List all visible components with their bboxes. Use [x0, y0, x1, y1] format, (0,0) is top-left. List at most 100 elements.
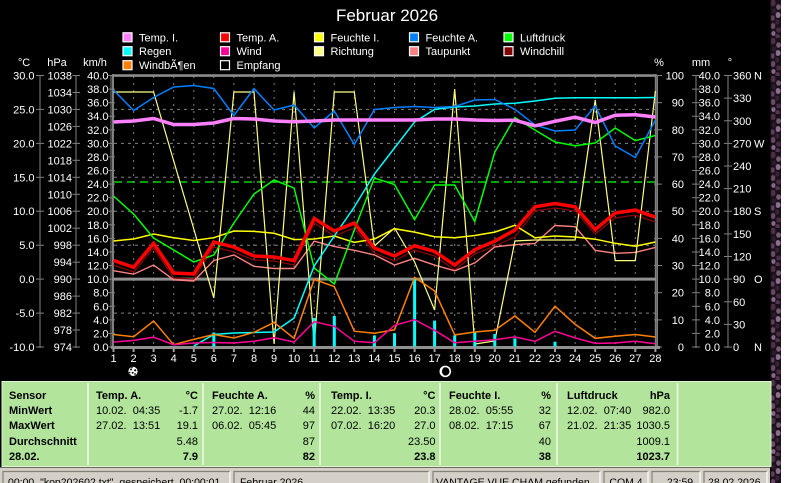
svg-text:28.02.2026: 28.02.2026: [708, 477, 761, 483]
svg-text:0.0: 0.0: [705, 342, 720, 354]
svg-text:28.0: 28.0: [87, 152, 108, 164]
svg-text:6.0: 6.0: [705, 301, 720, 313]
svg-text:-1.7: -1.7: [179, 405, 198, 417]
svg-text:150: 150: [733, 229, 751, 241]
svg-text:14.0: 14.0: [87, 247, 108, 259]
svg-text:23.50: 23.50: [408, 436, 436, 448]
svg-text:87: 87: [303, 436, 315, 448]
svg-text:30: 30: [733, 319, 745, 331]
svg-text:1023.7: 1023.7: [636, 451, 670, 463]
svg-text:67: 67: [539, 420, 551, 432]
svg-text:30.0: 30.0: [13, 71, 34, 83]
svg-text:19: 19: [469, 353, 481, 365]
svg-text:20.0: 20.0: [699, 206, 720, 218]
svg-text:%: %: [654, 57, 664, 69]
svg-text:Temp. A.: Temp. A.: [96, 390, 141, 402]
svg-text:Februar 2026: Februar 2026: [240, 477, 303, 483]
svg-text:80: 80: [672, 125, 684, 137]
svg-text:8: 8: [251, 353, 257, 365]
svg-text:mm: mm: [692, 57, 710, 69]
svg-text:20.3: 20.3: [414, 405, 435, 417]
svg-text:994: 994: [54, 257, 72, 269]
svg-text:7.9: 7.9: [183, 451, 198, 463]
svg-text:18: 18: [449, 353, 461, 365]
svg-text:16: 16: [408, 353, 420, 365]
svg-text:32.0: 32.0: [699, 125, 720, 137]
svg-text:50: 50: [672, 206, 684, 218]
svg-text:26.0: 26.0: [699, 166, 720, 178]
svg-text:Feuchte A.: Feuchte A.: [212, 390, 268, 402]
svg-text:22.0: 22.0: [699, 193, 720, 205]
svg-text:2.0: 2.0: [93, 328, 108, 340]
svg-text:12.0: 12.0: [699, 261, 720, 273]
svg-text:12: 12: [328, 353, 340, 365]
svg-text:36.0: 36.0: [699, 98, 720, 110]
svg-text:14: 14: [368, 353, 380, 365]
svg-text:10.0: 10.0: [13, 206, 34, 218]
svg-text:25.0: 25.0: [13, 104, 34, 116]
svg-text:12.0: 12.0: [87, 261, 108, 273]
svg-text:Feuchte I.: Feuchte I.: [331, 32, 380, 44]
svg-text:Empfang: Empfang: [237, 60, 281, 72]
svg-text:22.0: 22.0: [87, 193, 108, 205]
svg-text:9: 9: [271, 353, 277, 365]
svg-text:1018: 1018: [48, 155, 72, 167]
svg-text:Luftdruck: Luftdruck: [520, 32, 566, 44]
svg-text:30.0: 30.0: [87, 138, 108, 150]
svg-text:18.0: 18.0: [87, 220, 108, 232]
svg-text:16.0: 16.0: [699, 233, 720, 245]
svg-text:%: %: [305, 390, 315, 402]
svg-text:210: 210: [733, 184, 751, 196]
svg-text:180: 180: [733, 206, 751, 218]
svg-text:8.0: 8.0: [93, 288, 108, 300]
svg-text:90: 90: [672, 98, 684, 110]
svg-text:82: 82: [303, 451, 315, 463]
svg-text:06.02. 05:45: 06.02. 05:45: [212, 420, 276, 432]
svg-text:330: 330: [733, 93, 751, 105]
svg-text:15.0: 15.0: [13, 172, 34, 184]
svg-text:N: N: [754, 71, 762, 83]
svg-text:100: 100: [666, 71, 684, 83]
svg-text:12.02. 07:40: 12.02. 07:40: [567, 405, 631, 417]
svg-text:40.0: 40.0: [87, 71, 108, 83]
svg-text:90: 90: [733, 274, 745, 286]
svg-text:27.02. 12:16: 27.02. 12:16: [212, 405, 276, 417]
svg-text:Luftdruck: Luftdruck: [567, 390, 619, 402]
svg-text:1034: 1034: [48, 88, 72, 100]
svg-text:Februar 2026: Februar 2026: [336, 6, 438, 25]
svg-text:120: 120: [733, 252, 751, 264]
svg-text:28: 28: [649, 353, 661, 365]
svg-text:60: 60: [672, 179, 684, 191]
svg-text:26.0: 26.0: [87, 166, 108, 178]
svg-text:3: 3: [151, 353, 157, 365]
svg-text:14.0: 14.0: [699, 247, 720, 259]
svg-text:8.0: 8.0: [705, 288, 720, 300]
svg-text:20: 20: [672, 288, 684, 300]
svg-text:360: 360: [733, 71, 751, 83]
svg-text:Richtung: Richtung: [331, 46, 374, 58]
svg-text:44: 44: [303, 405, 315, 417]
svg-text:24: 24: [569, 353, 581, 365]
svg-text:97: 97: [303, 420, 315, 432]
svg-text:1030: 1030: [48, 104, 72, 116]
svg-text:22.02. 13:35: 22.02. 13:35: [331, 405, 395, 417]
svg-text:70: 70: [672, 152, 684, 164]
svg-text:°C: °C: [18, 57, 30, 69]
svg-text:Temp. A.: Temp. A.: [237, 32, 280, 44]
svg-text:27: 27: [629, 353, 641, 365]
svg-text:W: W: [754, 138, 765, 150]
svg-text:30: 30: [672, 261, 684, 273]
svg-text:20: 20: [489, 353, 501, 365]
svg-text:16.0: 16.0: [87, 233, 108, 245]
svg-text:°C: °C: [423, 390, 435, 402]
svg-text:Temp. I.: Temp. I.: [331, 390, 372, 402]
svg-text:974: 974: [54, 342, 72, 354]
svg-text:10.0: 10.0: [699, 274, 720, 286]
svg-text:km/h: km/h: [83, 57, 107, 69]
svg-text:26: 26: [609, 353, 621, 365]
svg-text:5: 5: [191, 353, 197, 365]
svg-text:COM 4: COM 4: [609, 477, 642, 483]
svg-text:270: 270: [733, 138, 751, 150]
svg-text:00:00 "kop202602.txt" gespei: 00:00 "kop202602.txt" gespeichert 00:00:…: [8, 477, 221, 483]
svg-text:32: 32: [539, 405, 551, 417]
